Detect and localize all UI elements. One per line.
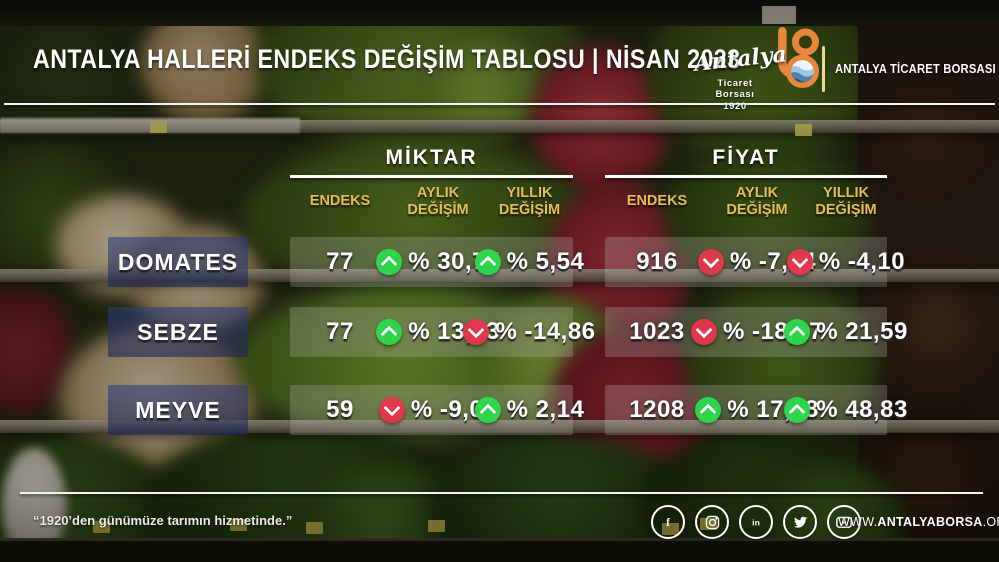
instagram-icon[interactable]	[695, 505, 729, 539]
fiyat-column-headers: ENDEKS AYLIK DEĞİŞİM YILLIK DEĞİŞİM	[605, 185, 887, 219]
miktar-values: 59 % -9,09 % 2,14	[290, 385, 584, 435]
atb-monogram-icon	[778, 26, 819, 88]
fiyat-values: 916 % -7,24 % -4,10	[605, 237, 905, 287]
trend-icon	[376, 249, 403, 275]
col-aylik-degisim: AYLIK DEĞİŞİM	[726, 185, 788, 218]
website-domain: ANTALYABORSA	[877, 515, 983, 529]
miktar-values: 77 % 30,77 % 5,54	[290, 237, 584, 287]
svg-text:f: f	[666, 517, 670, 529]
fiyat-underline	[605, 175, 887, 178]
website-prefix: WWW.	[838, 515, 878, 529]
col-aylik-degisim: AYLIK DEĞİŞİM	[407, 185, 469, 218]
row-label: SEBZE	[108, 307, 248, 357]
trend-icon	[474, 249, 501, 275]
yillik-value: % 21,59	[816, 318, 908, 345]
logo-divider	[822, 46, 825, 92]
fiyat-group-header: FİYAT ENDEKS AYLIK DEĞİŞİM YILLIK DEĞİŞİ…	[605, 146, 887, 219]
trend-icon	[695, 397, 722, 423]
col-endeks: ENDEKS	[309, 193, 371, 210]
trend-icon	[784, 397, 811, 423]
row-label: MEYVE	[108, 385, 248, 435]
page-title: ANTALYA HALLERİ ENDEKS DEĞİŞİM TABLOSU |…	[33, 44, 741, 74]
trend-icon	[376, 319, 403, 345]
endeks-value: 59	[326, 396, 354, 423]
slogan: “1920’den günümüze tarımın hizmetinde.”	[33, 513, 293, 528]
col-endeks: ENDEKS	[626, 193, 688, 210]
logo-subtext: Ticaret Borsası 1920	[715, 78, 755, 112]
table-row-sebze: SEBZE 77 % 13,23 % -14,86 1023 % -18,27 …	[0, 307, 999, 357]
website-link[interactable]: WWW.ANTALYABORSA.ORG.TR	[838, 515, 999, 529]
miktar-group-title: MİKTAR	[385, 146, 478, 169]
yillik-value: % -14,86	[495, 318, 596, 345]
table-row-meyve: MEYVE 59 % -9,09 % 2,14 1208 % 17,98 % 4…	[0, 385, 999, 435]
yillik-value: % -4,10	[818, 248, 906, 275]
trend-icon	[463, 319, 490, 345]
twitter-icon[interactable]	[783, 505, 817, 539]
yillik-value: % 48,83	[816, 396, 908, 423]
miktar-column-headers: ENDEKS AYLIK DEĞİŞİM YILLIK DEĞİŞİM	[290, 185, 573, 219]
col-yillik-degisim: YILLIK DEĞİŞİM	[815, 185, 877, 218]
miktar-underline	[290, 175, 573, 178]
endeks-value: 77	[326, 248, 354, 275]
social-links: f in	[651, 505, 861, 539]
trend-icon	[378, 397, 405, 423]
table-row-domates: DOMATES 77 % 30,77 % 5,54 916 % -7,24 % …	[0, 237, 999, 287]
trend-icon	[690, 319, 717, 345]
svg-text:in: in	[752, 517, 760, 527]
fiyat-group-title: FİYAT	[712, 146, 780, 169]
trend-icon	[474, 397, 501, 423]
endeks-value: 1023	[629, 318, 685, 345]
yillik-value: % 5,54	[506, 248, 585, 275]
row-label-text: DOMATES	[117, 248, 239, 275]
fiyat-values: 1208 % 17,98 % 48,83	[605, 385, 907, 435]
endeks-value: 916	[636, 248, 678, 275]
linkedin-icon[interactable]: in	[739, 505, 773, 539]
miktar-values: 77 % 13,23 % -14,86	[290, 307, 595, 357]
col-yillik-degisim: YILLIK DEĞİŞİM	[498, 185, 561, 218]
header-divider	[4, 103, 995, 105]
fiyat-values: 1023 % -18,27 % 21,59	[605, 307, 907, 357]
miktar-group-header: MİKTAR ENDEKS AYLIK DEĞİŞİM YILLIK DEĞİŞ…	[290, 146, 573, 219]
row-label: DOMATES	[108, 237, 248, 287]
youtube-icon[interactable]	[827, 505, 861, 539]
website-suffix: .ORG.TR	[982, 515, 999, 529]
trend-icon	[786, 249, 813, 275]
org-name: ANTALYA TİCARET BORSASI	[835, 62, 996, 76]
trend-icon	[697, 249, 724, 275]
row-label-text: MEYVE	[135, 396, 221, 423]
trend-icon	[784, 319, 811, 345]
yillik-value: % 2,14	[506, 396, 585, 423]
endeks-value: 77	[326, 318, 354, 345]
footer-divider	[20, 492, 983, 494]
facebook-icon[interactable]: f	[651, 505, 685, 539]
atb-logo: Antalya Ticaret Borsası 1920	[693, 26, 824, 112]
endeks-value: 1208	[629, 396, 685, 423]
row-label-text: SEBZE	[137, 318, 219, 345]
